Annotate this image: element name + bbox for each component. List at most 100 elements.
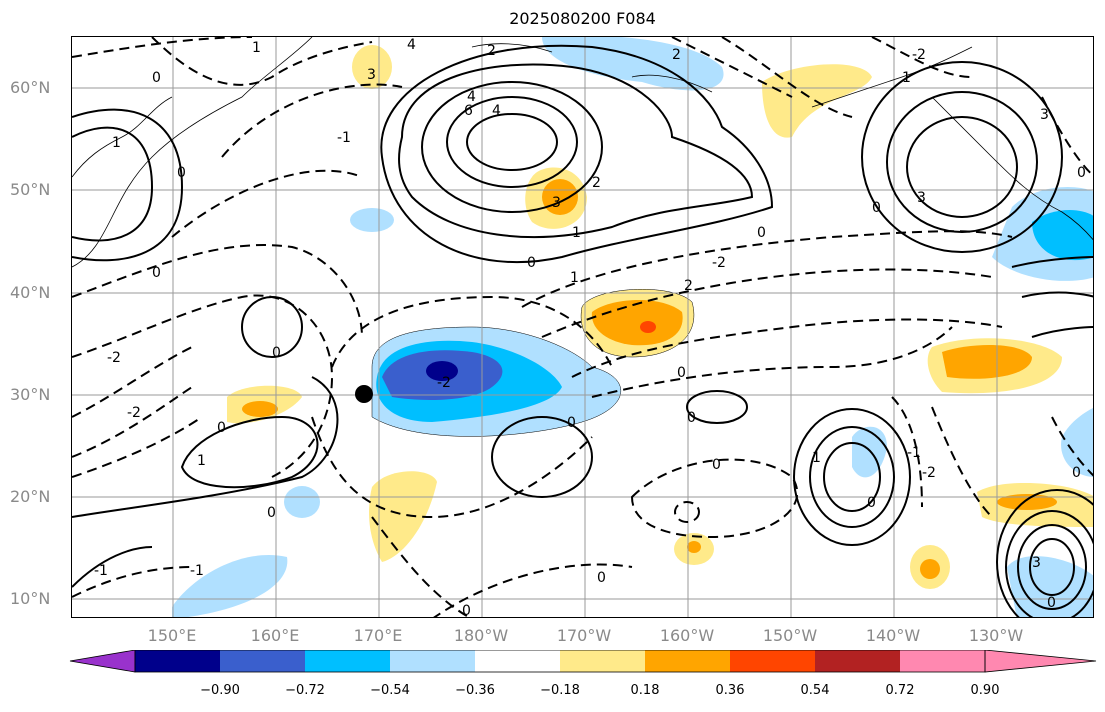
colorbar-tick-label: 0.72 xyxy=(885,683,915,698)
colorbar-segment xyxy=(645,650,730,672)
positive-anomaly-region xyxy=(352,45,392,89)
colorbar-tick-label: −0.90 xyxy=(200,683,240,698)
colorbar-extend-high xyxy=(984,650,1097,673)
lon-label: 130°W xyxy=(968,626,1024,645)
contour-label: 6 xyxy=(464,103,473,119)
colorbar-tick-label: −0.72 xyxy=(285,683,325,698)
contour-label: 0 xyxy=(152,265,161,281)
contour-label: -1 xyxy=(907,445,921,461)
colorbar-segment xyxy=(390,650,475,672)
colorbar-segment xyxy=(560,650,645,672)
lat-label: 40°N xyxy=(10,283,51,302)
contour-label: -2 xyxy=(712,255,726,271)
contour-label: -1 xyxy=(94,563,108,579)
lon-label: 160°E xyxy=(250,626,300,645)
core-negative-region xyxy=(426,361,458,381)
contour-label: 2 xyxy=(672,47,681,63)
lon-label: 170°W xyxy=(556,626,612,645)
colorbar-segment xyxy=(220,650,305,672)
contour-label: 0 xyxy=(1072,465,1081,481)
storm-center-dot xyxy=(355,385,373,403)
contour-label: 0 xyxy=(687,410,696,426)
contour-label: 1 xyxy=(812,450,821,466)
colorbar-segment xyxy=(730,650,815,672)
lon-label: 150°W xyxy=(762,626,818,645)
contour-label: 4 xyxy=(467,89,476,105)
contour-label: 0 xyxy=(462,603,471,618)
colorbar-tick-label: 0.36 xyxy=(715,683,745,698)
negative-anomaly-region xyxy=(1032,210,1093,261)
lat-label: 10°N xyxy=(10,589,51,608)
colorbar-tick-label: 0.18 xyxy=(630,683,660,698)
contour-label: 3 xyxy=(1040,107,1049,123)
positive-anomaly-region xyxy=(591,299,683,346)
positive-anomaly-region xyxy=(242,401,278,417)
contour-label: 1 xyxy=(112,135,121,151)
contour-label: 0 xyxy=(527,255,536,271)
contour-labels: 4 6 4 4 2 3 2 1 0 1 2 -2 0 0 0 0 -2 0 0 … xyxy=(94,37,1086,618)
contour-label: 1 xyxy=(197,453,206,469)
colorbar-tick-label: −0.18 xyxy=(540,683,580,698)
negative-anomaly-region xyxy=(1061,407,1093,477)
positive-anomaly-region xyxy=(369,471,437,562)
contour-label: -2 xyxy=(922,465,936,481)
contour-label: 4 xyxy=(407,37,416,53)
shading-layer xyxy=(172,37,1093,617)
colorbar-tick-label: 0.54 xyxy=(800,683,830,698)
negative-contours xyxy=(72,37,1093,617)
lon-label: 160°W xyxy=(659,626,715,645)
contour-label: 2 xyxy=(684,278,693,294)
colorbar-segment xyxy=(475,650,560,672)
contour-label: 3 xyxy=(917,190,926,206)
graticule xyxy=(72,37,1093,617)
lat-label: 30°N xyxy=(10,385,51,404)
lat-label: 60°N xyxy=(10,78,51,97)
contour-label: -2 xyxy=(912,47,926,63)
contour-label: 0 xyxy=(867,495,876,511)
contour-label: 0 xyxy=(217,420,226,436)
contour-label: 0 xyxy=(1077,165,1086,181)
positive-anomaly-region xyxy=(687,541,701,553)
contour-label: 1 xyxy=(572,225,581,241)
colorbar-tick-label: −0.36 xyxy=(455,683,495,698)
negative-anomaly-region xyxy=(852,426,887,478)
contour-label: -2 xyxy=(127,405,141,421)
contour-label: 3 xyxy=(367,67,376,83)
contour-label: -2 xyxy=(107,350,121,366)
contour-label: -1 xyxy=(190,563,204,579)
positive-anomaly-region xyxy=(997,494,1057,510)
colorbar-segment xyxy=(900,650,985,672)
contour-label: 0 xyxy=(267,505,276,521)
contour-label: 0 xyxy=(677,365,686,381)
contour-label: 2 xyxy=(487,43,496,59)
coastlines xyxy=(72,37,1093,268)
contour-label: 2 xyxy=(592,175,601,191)
colorbar-segment xyxy=(305,650,390,672)
contour-label: 0 xyxy=(872,200,881,216)
negative-anomaly-region xyxy=(350,208,394,232)
map-title: 2025080200 F084 xyxy=(509,9,656,28)
contour-label: 0 xyxy=(757,225,766,241)
positive-contours xyxy=(72,44,1093,617)
contour-label: 1 xyxy=(902,70,911,86)
negative-anomaly-region xyxy=(284,486,320,518)
contour-label: 0 xyxy=(1047,595,1056,611)
contour-label: 0 xyxy=(152,70,161,86)
colorbar-extend-low xyxy=(69,650,136,673)
contour-label: 1 xyxy=(252,40,261,56)
contour-label: -2 xyxy=(437,375,451,391)
contour-label: 0 xyxy=(712,457,721,473)
positive-anomaly-region xyxy=(920,559,940,579)
colorbar-segment xyxy=(815,650,900,672)
colorbar xyxy=(69,650,1097,673)
contour-label: 0 xyxy=(177,165,186,181)
negative-anomaly-region xyxy=(172,555,288,617)
lon-label: 180°W xyxy=(453,626,509,645)
lon-label: 170°E xyxy=(353,626,403,645)
contour-label: 3 xyxy=(1032,555,1041,571)
lat-label: 50°N xyxy=(10,180,51,199)
map-panel: 4 6 4 4 2 3 2 1 0 1 2 -2 0 0 0 0 -2 0 0 … xyxy=(71,36,1094,618)
lon-label: 140°W xyxy=(865,626,921,645)
lat-label: 20°N xyxy=(10,487,51,506)
contour-label: -1 xyxy=(337,130,351,146)
